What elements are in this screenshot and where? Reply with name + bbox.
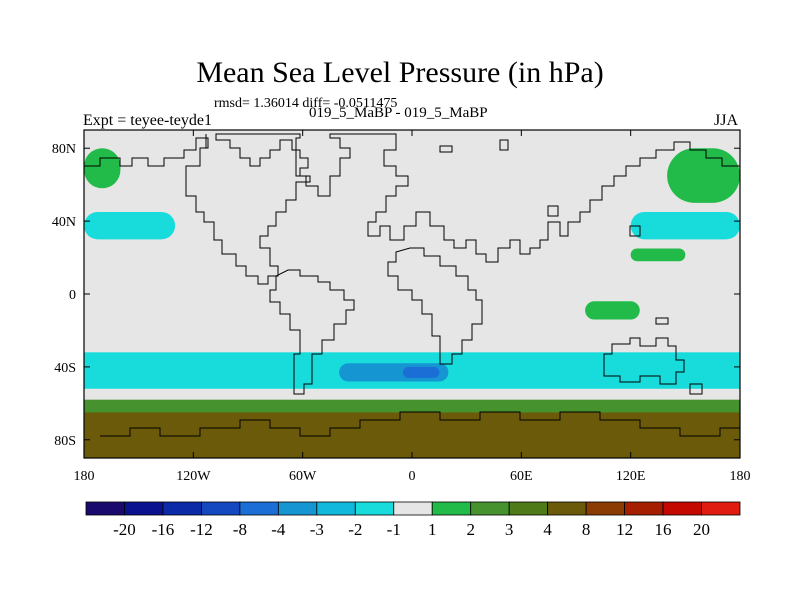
colorbar-label: 8	[582, 520, 591, 539]
colorbar-label: -12	[190, 520, 213, 539]
region-arctic-positive-canada	[84, 148, 121, 189]
region-north-pacific-negative	[630, 212, 740, 240]
region-pacific-positive	[630, 248, 686, 262]
colorbar-label: -16	[152, 520, 175, 539]
x-tick-label: 180	[74, 469, 95, 484]
colorbar-label: -8	[233, 520, 247, 539]
colorbar-label: 16	[655, 520, 672, 539]
y-tick-label: 40N	[52, 215, 76, 230]
experiment-label: Expt = teyee-teyde1	[83, 112, 212, 129]
region-australia-positive	[585, 301, 640, 320]
colorbar-label: 1	[428, 520, 437, 539]
colorbar-label: -3	[310, 520, 324, 539]
colorbar-swatch	[316, 501, 356, 516]
region-north-atlantic-negative	[84, 212, 176, 240]
region-southern-ocean-minimum	[402, 366, 440, 378]
y-tick-label: 80N	[52, 142, 76, 157]
x-tick-label: 60E	[510, 469, 533, 484]
chart-title: Mean Sea Level Pressure (in hPa)	[196, 56, 604, 89]
x-tick-label: 180	[730, 469, 751, 484]
region-antarctic-high	[84, 412, 740, 458]
colorbar-swatch	[508, 501, 549, 516]
x-tick-label: 120E	[616, 469, 646, 484]
colorbar-swatch	[239, 501, 279, 516]
colorbar-swatch	[393, 501, 433, 516]
region-arctic-positive-asia	[667, 148, 740, 203]
colorbar-swatch	[470, 501, 510, 516]
colorbar-swatch	[701, 501, 741, 516]
colorbar-swatch	[85, 501, 125, 516]
colorbar-swatch	[431, 501, 472, 516]
colorbar-label: 3	[505, 520, 514, 539]
colorbar-label: -4	[271, 520, 286, 539]
colorbar-label: 4	[543, 520, 552, 539]
x-tick-label: 120W	[176, 469, 211, 484]
y-tick-label: 80S	[54, 434, 76, 449]
x-tick-label: 0	[409, 469, 416, 484]
rmsd-diff-line: rmsd= 1.36014 diff= -0.0511475	[214, 96, 398, 111]
y-tick-label: 40S	[54, 361, 76, 376]
chart-subtitle: 019_5_MaBP - 019_5_MaBP	[309, 105, 488, 121]
colorbar-swatch	[547, 501, 587, 516]
x-tick-label: 60W	[289, 469, 317, 484]
colorbar-swatch	[124, 501, 164, 516]
colorbar-swatch	[662, 501, 702, 516]
colorbar-label: -2	[348, 520, 362, 539]
axis-ticks: 180 120W 60W 0 60E 120E 180 80N 40N 0 40S 80S	[52, 130, 751, 484]
colorbar-swatch	[624, 501, 664, 516]
colorbar-label: -20	[113, 520, 136, 539]
season-label: JJA	[714, 112, 739, 129]
colorbar-swatch	[354, 501, 395, 516]
colorbar-label: 2	[466, 520, 475, 539]
y-tick-label: 0	[69, 288, 76, 303]
colorbar-swatch	[162, 501, 202, 516]
coastline-outline	[84, 133, 740, 437]
colorbar-swatch	[277, 501, 318, 516]
colorbar-label: 12	[616, 520, 633, 539]
colorbar-label: -1	[387, 520, 401, 539]
colorbar-swatch	[585, 501, 625, 516]
colorbar: -20 -16 -12 -8 -4 -3 -2 -1 1 2 3 4 8 12 16 20	[85, 501, 741, 539]
colorbar-swatch	[201, 501, 241, 516]
colorbar-label: 20	[693, 520, 710, 539]
